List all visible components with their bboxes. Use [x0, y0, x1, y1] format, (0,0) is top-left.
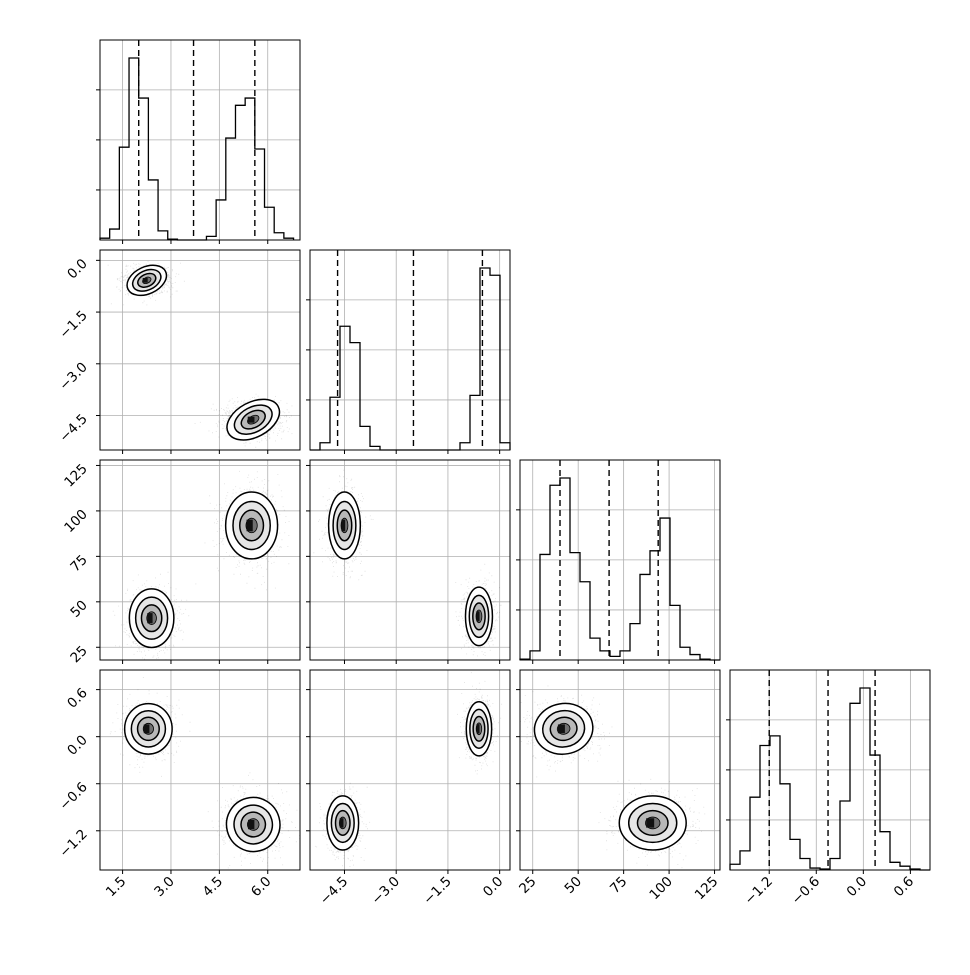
y-tick-label-3: 0.6 — [64, 685, 91, 712]
histogram-panel-1 — [306, 249, 511, 454]
x-tick-label-0: 1.5 — [103, 874, 130, 901]
x-tick-label-1: −3.0 — [369, 874, 403, 908]
histogram-panel-0 — [96, 39, 301, 244]
y-tick-label-2: 50 — [67, 597, 90, 620]
density-peak — [476, 611, 480, 622]
histogram-step — [519, 477, 720, 661]
x-tick-label-0: 4.5 — [200, 874, 227, 901]
density-peak — [143, 724, 150, 734]
y-tick-label-1: 0.0 — [64, 256, 91, 283]
histogram-panel-3 — [726, 669, 931, 874]
x-tick-label-3: 0.0 — [844, 874, 871, 901]
density-peak — [247, 416, 255, 423]
x-tick-label-2: 125 — [692, 874, 722, 904]
density-peak — [646, 818, 655, 828]
x-tick-label-2: 100 — [646, 874, 676, 904]
x-tick-label-3: 0.6 — [891, 874, 918, 901]
axes-frame — [309, 669, 511, 871]
y-tick-label-2: 100 — [61, 506, 91, 536]
y-tick-label-3: 0.0 — [64, 732, 91, 759]
density-peak — [341, 519, 346, 532]
y-tick-label-1: −3.0 — [56, 359, 90, 393]
axes-frame — [99, 249, 301, 451]
scatter-panel-2-3 — [516, 669, 721, 874]
x-tick-label-1: −4.5 — [317, 874, 351, 908]
scatter-panel-0-1 — [96, 249, 301, 454]
panel-content — [314, 672, 503, 867]
panel-content — [112, 470, 290, 660]
x-tick-label-2: 25 — [516, 874, 539, 897]
x-tick-label-0: 6.0 — [248, 874, 275, 901]
panel-content — [313, 469, 502, 660]
x-tick-label-3: −1.2 — [742, 874, 776, 908]
density-peak — [476, 724, 480, 734]
histogram-step — [310, 267, 511, 451]
axes-frame — [99, 669, 301, 871]
scatter-panel-0-2 — [96, 459, 301, 664]
x-tick-label-3: −0.6 — [789, 874, 823, 908]
panel-content — [109, 677, 300, 869]
sample-points — [204, 470, 290, 591]
y-tick-label-1: −4.5 — [56, 411, 90, 445]
histogram-step — [99, 57, 295, 241]
x-tick-label-2: 50 — [562, 874, 585, 897]
density-peak — [246, 519, 253, 532]
x-tick-label-2: 75 — [607, 874, 630, 897]
y-tick-label-2: 25 — [67, 643, 90, 666]
density-peak — [339, 818, 344, 828]
histogram-step — [729, 687, 930, 871]
y-tick-label-3: −0.6 — [56, 779, 90, 813]
y-tick-label-1: −1.5 — [56, 308, 90, 342]
x-tick-label-1: 0.0 — [480, 874, 507, 901]
density-peak — [248, 819, 255, 830]
axes-frame — [99, 459, 301, 661]
density-peak — [147, 613, 153, 624]
density-peak — [557, 724, 565, 734]
panel-content — [520, 685, 706, 869]
scatter-panel-0-3 — [96, 669, 301, 874]
density-peak — [142, 278, 148, 283]
scatter-panel-1-2 — [306, 459, 511, 664]
scatter-panel-1-3 — [306, 669, 511, 874]
y-tick-label-2: 125 — [61, 461, 91, 491]
x-tick-label-0: 3.0 — [151, 874, 178, 901]
axes-frame — [519, 669, 721, 871]
panel-content — [107, 261, 300, 448]
x-tick-label-1: −1.5 — [420, 874, 454, 908]
axes-frame — [309, 459, 511, 661]
y-tick-label-3: −1.2 — [56, 826, 90, 860]
histogram-panel-2 — [516, 459, 721, 664]
y-tick-label-2: 75 — [67, 552, 90, 575]
